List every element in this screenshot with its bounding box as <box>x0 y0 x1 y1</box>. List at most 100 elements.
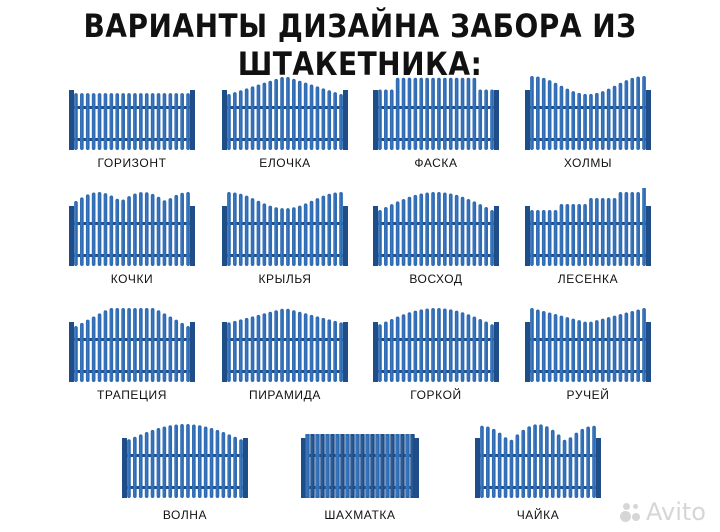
picket-highlight <box>572 320 574 380</box>
picket-highlight <box>110 197 112 264</box>
picket <box>168 93 173 150</box>
design-label: ШАХМАТКА <box>324 508 396 522</box>
fence-post <box>69 90 74 150</box>
picket <box>115 308 120 382</box>
picket-highlight <box>104 312 106 380</box>
fence-rail <box>527 222 649 225</box>
picket <box>577 204 581 266</box>
picket-highlight <box>275 312 276 380</box>
picket-highlight <box>322 90 324 148</box>
picket-highlight <box>228 324 229 380</box>
picket-highlight <box>569 439 571 496</box>
picket-highlight <box>385 323 386 380</box>
picket-highlight <box>548 314 550 380</box>
picket <box>127 93 131 150</box>
picket <box>541 311 546 382</box>
picket-highlight <box>346 436 348 496</box>
picket-highlight <box>269 207 271 264</box>
picket <box>425 308 429 382</box>
picket-highlight <box>281 78 282 148</box>
picket-highlight <box>134 438 135 496</box>
picket-highlight <box>566 90 568 148</box>
picket <box>250 86 255 150</box>
fence-design-stream: РУЧЕЙ <box>513 304 663 414</box>
picket-highlight <box>175 196 177 264</box>
picket-highlight <box>181 324 182 380</box>
picket <box>340 434 345 498</box>
picket-highlight <box>426 194 427 264</box>
picket-highlight <box>391 91 392 148</box>
picket-highlight <box>602 320 603 380</box>
picket-highlight <box>637 311 638 380</box>
picket-highlight <box>578 94 579 148</box>
picket <box>589 321 593 382</box>
picket <box>478 204 483 266</box>
picket-highlight <box>566 206 568 264</box>
picket-highlight <box>420 79 422 148</box>
picket <box>144 192 149 266</box>
picket <box>327 319 332 382</box>
picket-highlight <box>299 82 300 148</box>
picket-highlight <box>411 436 413 496</box>
picket-highlight <box>316 88 318 148</box>
picket <box>144 93 149 150</box>
picket-highlight <box>481 427 482 496</box>
picket-highlight <box>157 430 159 496</box>
avito-watermark: Avito <box>620 498 706 526</box>
picket <box>309 314 314 382</box>
picket <box>443 77 447 150</box>
fence-design-tree: ЕЛОЧКА <box>210 72 360 182</box>
picket <box>559 315 564 382</box>
picket <box>333 92 337 150</box>
picket-highlight <box>334 94 335 148</box>
picket-highlight <box>414 312 416 380</box>
fence-rail <box>71 370 193 373</box>
picket <box>244 317 249 382</box>
picket <box>384 321 388 382</box>
picket <box>339 94 343 150</box>
picket <box>150 429 155 498</box>
design-label: РУЧЕЙ <box>566 388 610 402</box>
picket-highlight <box>510 441 512 496</box>
picket-highlight <box>485 323 486 380</box>
picket-highlight <box>304 315 306 380</box>
fence-post <box>494 322 499 382</box>
picket-highlight <box>92 95 94 148</box>
picket <box>162 426 167 498</box>
picket-highlight <box>151 310 153 380</box>
picket <box>536 309 540 382</box>
picket <box>250 316 255 382</box>
fence-post <box>646 322 651 382</box>
fence-rail <box>224 338 346 341</box>
picket-highlight <box>438 79 439 148</box>
picket-highlight <box>408 198 410 264</box>
picket <box>297 205 302 266</box>
picket <box>74 201 78 266</box>
picket <box>233 320 237 382</box>
picket-highlight <box>504 439 506 496</box>
picket-highlight <box>134 195 135 264</box>
picket-highlight <box>619 84 621 148</box>
picket <box>460 196 465 266</box>
picket <box>618 314 623 382</box>
picket <box>345 434 350 498</box>
picket-highlight <box>590 323 591 380</box>
picket <box>121 199 125 266</box>
picket-highlight <box>104 195 106 264</box>
picket <box>559 204 564 266</box>
picket-highlight <box>81 95 82 148</box>
picket-highlight <box>548 82 550 148</box>
picket <box>168 198 173 266</box>
fence-post <box>122 438 127 498</box>
picket-highlight <box>128 95 129 148</box>
picket-highlight <box>487 428 488 496</box>
picket-highlight <box>643 188 644 264</box>
picket <box>375 434 380 498</box>
picket-highlight <box>414 79 416 148</box>
picket <box>133 436 137 498</box>
picket <box>121 93 125 150</box>
picket <box>91 192 96 266</box>
picket <box>536 76 540 150</box>
picket-highlight <box>537 78 538 148</box>
picket-highlight <box>334 194 335 264</box>
